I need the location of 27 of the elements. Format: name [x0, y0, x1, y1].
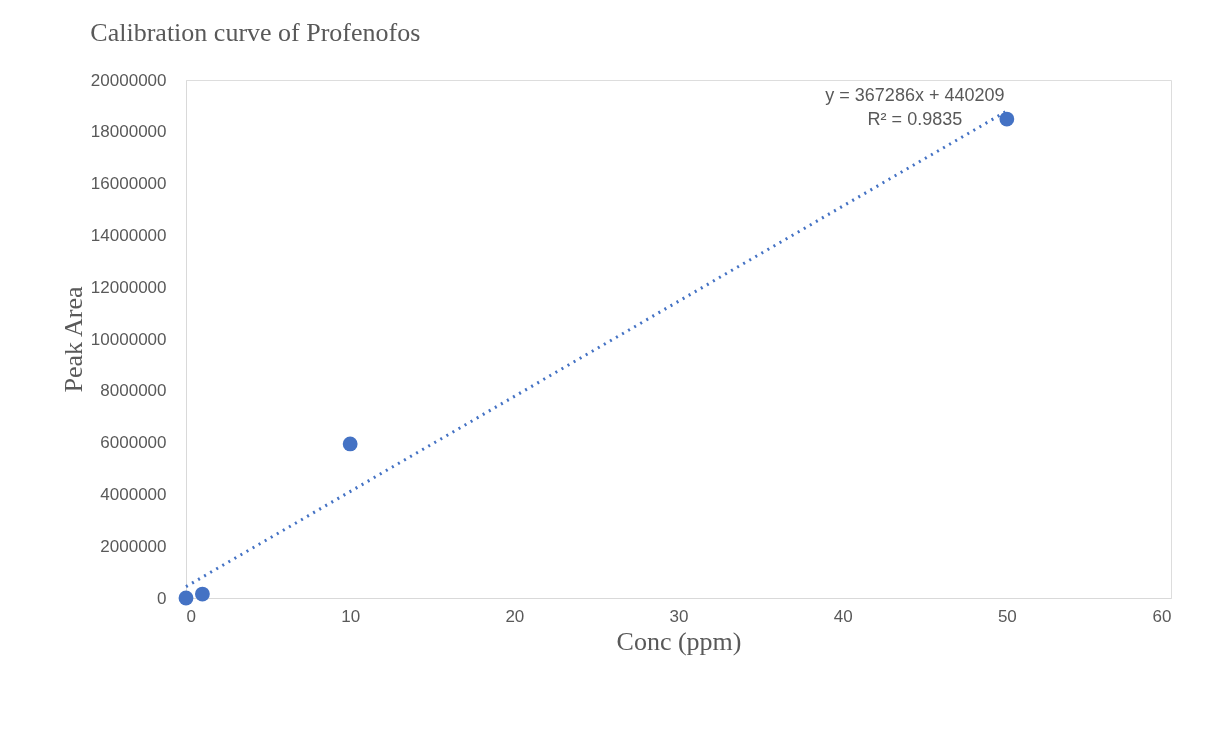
point: [178, 590, 194, 606]
y-tick-label: 6000000: [100, 433, 167, 453]
y-tick-label: 14000000: [90, 225, 167, 245]
x-tick-label: 0: [186, 606, 196, 626]
y-tick-label: 20000000: [90, 70, 167, 90]
y-tick-label: 2000000: [100, 536, 167, 556]
x-tick-label: 30: [669, 606, 689, 626]
point: [342, 436, 358, 452]
x-tick-label: 40: [833, 606, 853, 626]
annotation: R² = 0.9835: [867, 109, 963, 129]
chart-title: Calibration curve of Profenofos: [90, 18, 421, 47]
x-tick-label: 60: [1152, 606, 1172, 626]
x-tick-label: 10: [341, 606, 361, 626]
y-axis-title: Peak Area: [58, 285, 88, 393]
x-tick-label: 20: [505, 606, 525, 626]
y-tick-label: 18000000: [90, 122, 167, 142]
y-tick-label: 4000000: [100, 484, 167, 504]
annotation: y = 367286x + 440209: [825, 85, 1005, 105]
y-tick-label: 10000000: [90, 329, 167, 349]
y-tick-label: 12000000: [90, 277, 167, 297]
x-axis-title: Conc (ppm): [616, 626, 742, 656]
y-tick-label: 8000000: [100, 381, 167, 401]
point: [195, 586, 210, 602]
x-tick-label: 50: [997, 606, 1017, 626]
y-tick-label: 16000000: [90, 174, 167, 194]
point: [999, 111, 1015, 127]
y-tick-label: 0: [157, 588, 167, 608]
